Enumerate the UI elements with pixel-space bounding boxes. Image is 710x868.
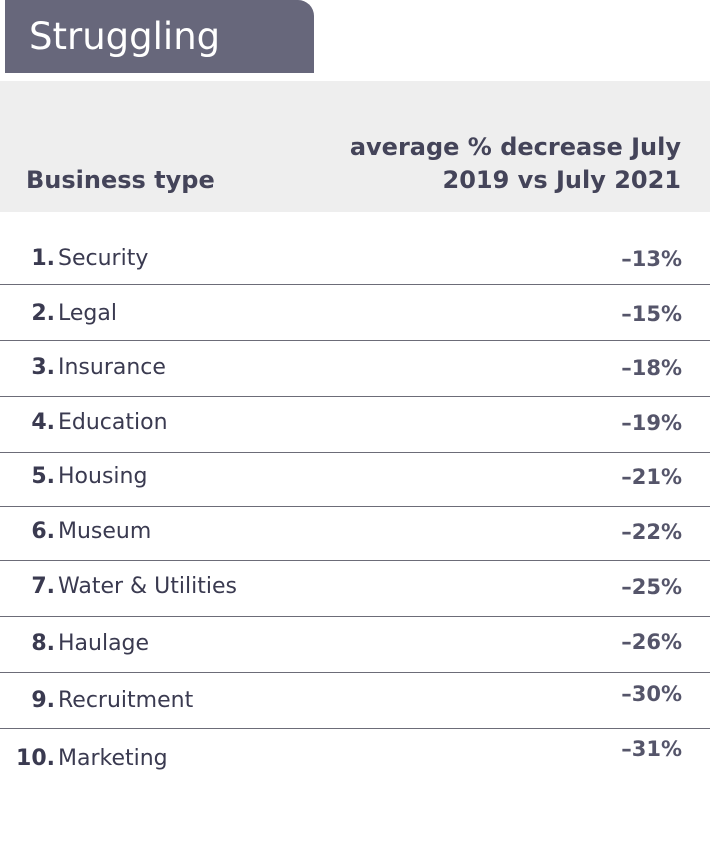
table-row: 4. Education –19%	[0, 409, 710, 465]
row-divider	[0, 672, 710, 673]
table-row: 10. Marketing –31%	[0, 737, 710, 801]
row-decrease-value: –13%	[621, 247, 682, 271]
column-header-business-type: Business type	[26, 166, 215, 194]
row-divider	[0, 340, 710, 341]
row-divider	[0, 728, 710, 729]
row-decrease-value: –22%	[621, 520, 682, 544]
row-decrease-value: –25%	[621, 575, 682, 599]
row-business-type: Haulage	[58, 631, 150, 656]
row-rank: 9.	[31, 688, 55, 713]
row-decrease-value: –26%	[621, 630, 682, 654]
table-row: 3. Insurance –18%	[0, 354, 710, 410]
row-rank: 10.	[16, 746, 55, 771]
row-decrease-value: –30%	[621, 682, 682, 706]
row-rank: 5.	[31, 464, 55, 489]
row-rank: 3.	[31, 355, 55, 380]
row-decrease-value: –19%	[621, 411, 682, 435]
row-decrease-value: –15%	[621, 302, 682, 326]
row-rank: 2.	[31, 301, 55, 326]
row-business-type: Legal	[58, 301, 117, 326]
row-divider	[0, 396, 710, 397]
row-business-type: Recruitment	[58, 688, 194, 713]
section-title: Struggling	[29, 15, 221, 58]
row-rank: 7.	[31, 574, 55, 599]
row-decrease-value: –31%	[621, 737, 682, 761]
column-header-average-decrease-line2: 2019 vs July 2021	[442, 166, 681, 194]
row-business-type: Housing	[58, 464, 148, 489]
column-header-average-decrease-line1: average % decrease July	[349, 133, 681, 161]
row-decrease-value: –21%	[621, 465, 682, 489]
table-row: 6. Museum –22%	[0, 518, 710, 574]
row-divider	[0, 616, 710, 617]
table-row: 1. Security –13%	[0, 245, 710, 301]
row-decrease-value: –18%	[621, 356, 682, 380]
row-business-type: Education	[58, 410, 168, 435]
table-header: Business type average % decrease July 20…	[0, 81, 710, 212]
row-business-type: Marketing	[58, 746, 168, 771]
row-rank: 8.	[31, 631, 55, 656]
table-row: 5. Housing –21%	[0, 463, 710, 519]
row-business-type: Insurance	[58, 355, 166, 380]
row-divider	[0, 560, 710, 561]
section-tab: Struggling	[5, 0, 314, 73]
table-row: 2. Legal –15%	[0, 300, 710, 356]
row-business-type: Security	[58, 246, 149, 271]
table-row: 7. Water & Utilities –25%	[0, 573, 710, 629]
row-rank: 6.	[31, 519, 55, 544]
row-divider	[0, 452, 710, 453]
row-divider	[0, 506, 710, 507]
table-row: 9. Recruitment –30%	[0, 682, 710, 743]
row-rank: 4.	[31, 410, 55, 435]
row-divider	[0, 284, 710, 285]
column-header-average-decrease: average % decrease July 2019 vs July 202…	[321, 131, 681, 197]
table-row: 8. Haulage –26%	[0, 630, 710, 686]
row-rank: 1.	[31, 246, 55, 271]
row-business-type: Water & Utilities	[58, 574, 237, 599]
row-business-type: Museum	[58, 519, 152, 544]
